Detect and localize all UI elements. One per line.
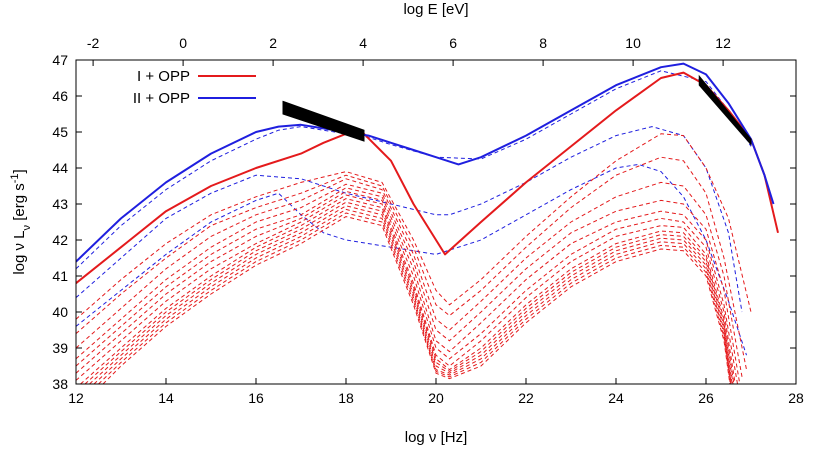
series-line-dashed <box>76 163 747 356</box>
x-tick-label: 14 <box>158 390 174 406</box>
x2-tick-label: 4 <box>359 35 367 51</box>
x2-tick-label: 12 <box>715 35 731 51</box>
series-line-dashed <box>76 70 752 270</box>
x-tick-label: 24 <box>608 390 624 406</box>
series-line-dashed <box>76 194 735 384</box>
x-tick-label: 16 <box>248 390 264 406</box>
series-line-dashed <box>84 201 733 384</box>
x-tick-label: 12 <box>68 390 84 406</box>
y-tick-label: 43 <box>52 196 68 212</box>
x2-tick-label: 8 <box>539 35 547 51</box>
series-line-dashed <box>76 190 736 384</box>
series-line-dashed <box>76 183 741 384</box>
series-line-dashed <box>98 212 731 384</box>
y-tick-label: 39 <box>52 340 68 356</box>
y-tick-label: 42 <box>52 232 68 248</box>
series-line-dashed <box>80 198 734 384</box>
x2-axis-title: log E [eV] <box>403 1 468 18</box>
x-tick-label: 28 <box>788 390 804 406</box>
series-line-dashed <box>93 208 732 384</box>
y-tick-label: 45 <box>52 124 68 140</box>
x-axis-title: log ν [Hz] <box>405 429 468 446</box>
x-tick-label: 20 <box>428 390 444 406</box>
series-line-dashed <box>76 187 738 384</box>
x2-tick-label: -2 <box>87 35 100 51</box>
legend-label: II + OPP <box>133 90 190 107</box>
y-tick-label: 38 <box>52 376 68 392</box>
y-tick-label: 47 <box>52 52 68 68</box>
legend-label: I + OPP <box>137 68 190 85</box>
x2-tick-label: 0 <box>179 35 187 51</box>
series-layer <box>76 62 779 384</box>
observed-data-band <box>282 100 365 142</box>
y-tick-label: 41 <box>52 268 68 284</box>
series-line-dashed <box>89 205 732 384</box>
plot-frame <box>75 59 797 385</box>
x2-tick-label: 2 <box>269 35 277 51</box>
y-tick-label: 46 <box>52 88 68 104</box>
observed-data-band <box>698 74 752 146</box>
y-axis-title: log ν Lν [erg s-1] <box>9 169 33 274</box>
series-line-dashed <box>76 126 743 313</box>
x-tick-label: 18 <box>338 390 354 406</box>
series-line <box>76 62 775 263</box>
x-tick-label: 26 <box>698 390 714 406</box>
x2-tick-label: 6 <box>449 35 457 51</box>
y-tick-label: 40 <box>52 304 68 320</box>
y-tick-label: 44 <box>52 160 68 176</box>
series-line-dashed <box>76 178 743 377</box>
series-line-dashed <box>102 216 731 384</box>
ticks-layer: 12 14 16 18 20 22 24 26 2838394041424344454647-2… <box>52 35 804 406</box>
x-tick-label: 22 <box>518 390 534 406</box>
legend: I + OPP II + OPP <box>133 68 256 107</box>
x2-tick-label: 10 <box>625 35 641 51</box>
